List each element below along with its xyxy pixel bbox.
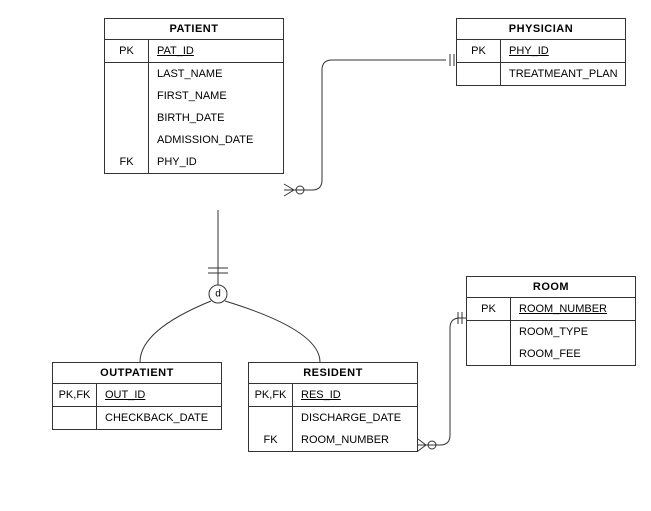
attr-label: OUT_ID bbox=[97, 384, 221, 407]
entity-resident-row-pk: PK,FK RES_ID bbox=[249, 384, 417, 407]
entity-physician-row: TREATMEANT_PLAN bbox=[457, 63, 625, 85]
attr-label: TREATMEANT_PLAN bbox=[501, 63, 626, 85]
entity-outpatient-row-pk: PK,FK OUT_ID bbox=[53, 384, 221, 407]
entity-resident-row: DISCHARGE_DATE bbox=[249, 407, 417, 429]
key-label: FK bbox=[105, 151, 149, 173]
entity-resident: RESIDENT PK,FK RES_ID DISCHARGE_DATE FK … bbox=[248, 362, 418, 452]
attr-label: ROOM_NUMBER bbox=[293, 429, 417, 451]
entity-room: ROOM PK ROOM_NUMBER ROOM_TYPE ROOM_FEE bbox=[466, 276, 636, 366]
key-label bbox=[467, 321, 511, 343]
entity-patient-row: ADMISSION_DATE bbox=[105, 129, 283, 151]
attr-label: PAT_ID bbox=[149, 40, 283, 63]
key-label bbox=[105, 129, 149, 151]
svg-text:d: d bbox=[215, 289, 221, 300]
attr-label: BIRTH_DATE bbox=[149, 107, 283, 129]
key-label: FK bbox=[249, 429, 293, 451]
key-label: PK,FK bbox=[249, 384, 293, 407]
attr-label: CHECKBACK_DATE bbox=[97, 407, 221, 429]
key-label: PK bbox=[105, 40, 149, 63]
entity-room-row: ROOM_FEE bbox=[467, 343, 635, 365]
entity-physician-row-pk: PK PHY_ID bbox=[457, 40, 625, 63]
connector-patient-physician bbox=[284, 54, 454, 196]
entity-patient-row: BIRTH_DATE bbox=[105, 107, 283, 129]
entity-room-row: ROOM_TYPE bbox=[467, 321, 635, 343]
attr-label: ROOM_FEE bbox=[511, 343, 635, 365]
attr-label: FIRST_NAME bbox=[149, 85, 283, 107]
entity-resident-row-fk: FK ROOM_NUMBER bbox=[249, 429, 417, 451]
entity-outpatient: OUTPATIENT PK,FK OUT_ID CHECKBACK_DATE bbox=[52, 362, 222, 430]
key-label bbox=[249, 407, 293, 429]
entity-patient-row: LAST_NAME bbox=[105, 63, 283, 85]
entity-patient-row: FIRST_NAME bbox=[105, 85, 283, 107]
entity-patient-title: PATIENT bbox=[105, 19, 283, 40]
disjoint-symbol: d bbox=[209, 285, 227, 303]
attr-label: ADMISSION_DATE bbox=[149, 129, 283, 151]
entity-outpatient-title: OUTPATIENT bbox=[53, 363, 221, 384]
attr-label: ROOM_NUMBER bbox=[511, 298, 635, 321]
er-diagram-canvas: PATIENT PK PAT_ID LAST_NAME FIRST_NAME B… bbox=[0, 0, 651, 511]
attr-label: DISCHARGE_DATE bbox=[293, 407, 417, 429]
key-label bbox=[105, 107, 149, 129]
key-label bbox=[457, 63, 501, 85]
entity-physician: PHYSICIAN PK PHY_ID TREATMEANT_PLAN bbox=[456, 18, 626, 86]
connector-d-outpatient bbox=[140, 301, 211, 362]
attr-label: ROOM_TYPE bbox=[511, 321, 635, 343]
key-label: PK bbox=[457, 40, 501, 63]
entity-resident-title: RESIDENT bbox=[249, 363, 417, 384]
connector-d-resident bbox=[225, 301, 320, 362]
key-label bbox=[53, 407, 97, 429]
connector-resident-room bbox=[418, 312, 466, 451]
entity-outpatient-row: CHECKBACK_DATE bbox=[53, 407, 221, 429]
key-label: PK bbox=[467, 298, 511, 321]
connector-patient-disjoint bbox=[208, 210, 228, 285]
entity-patient-row-fk: FK PHY_ID bbox=[105, 151, 283, 173]
entity-patient: PATIENT PK PAT_ID LAST_NAME FIRST_NAME B… bbox=[104, 18, 284, 174]
attr-label: LAST_NAME bbox=[149, 63, 283, 85]
entity-room-row-pk: PK ROOM_NUMBER bbox=[467, 298, 635, 321]
entity-room-title: ROOM bbox=[467, 277, 635, 298]
key-label bbox=[105, 63, 149, 85]
key-label bbox=[105, 85, 149, 107]
key-label bbox=[467, 343, 511, 365]
attr-label: RES_ID bbox=[293, 384, 417, 407]
entity-physician-title: PHYSICIAN bbox=[457, 19, 625, 40]
entity-patient-row-pk: PK PAT_ID bbox=[105, 40, 283, 63]
key-label: PK,FK bbox=[53, 384, 97, 407]
attr-label: PHY_ID bbox=[149, 151, 283, 173]
attr-label: PHY_ID bbox=[501, 40, 625, 63]
